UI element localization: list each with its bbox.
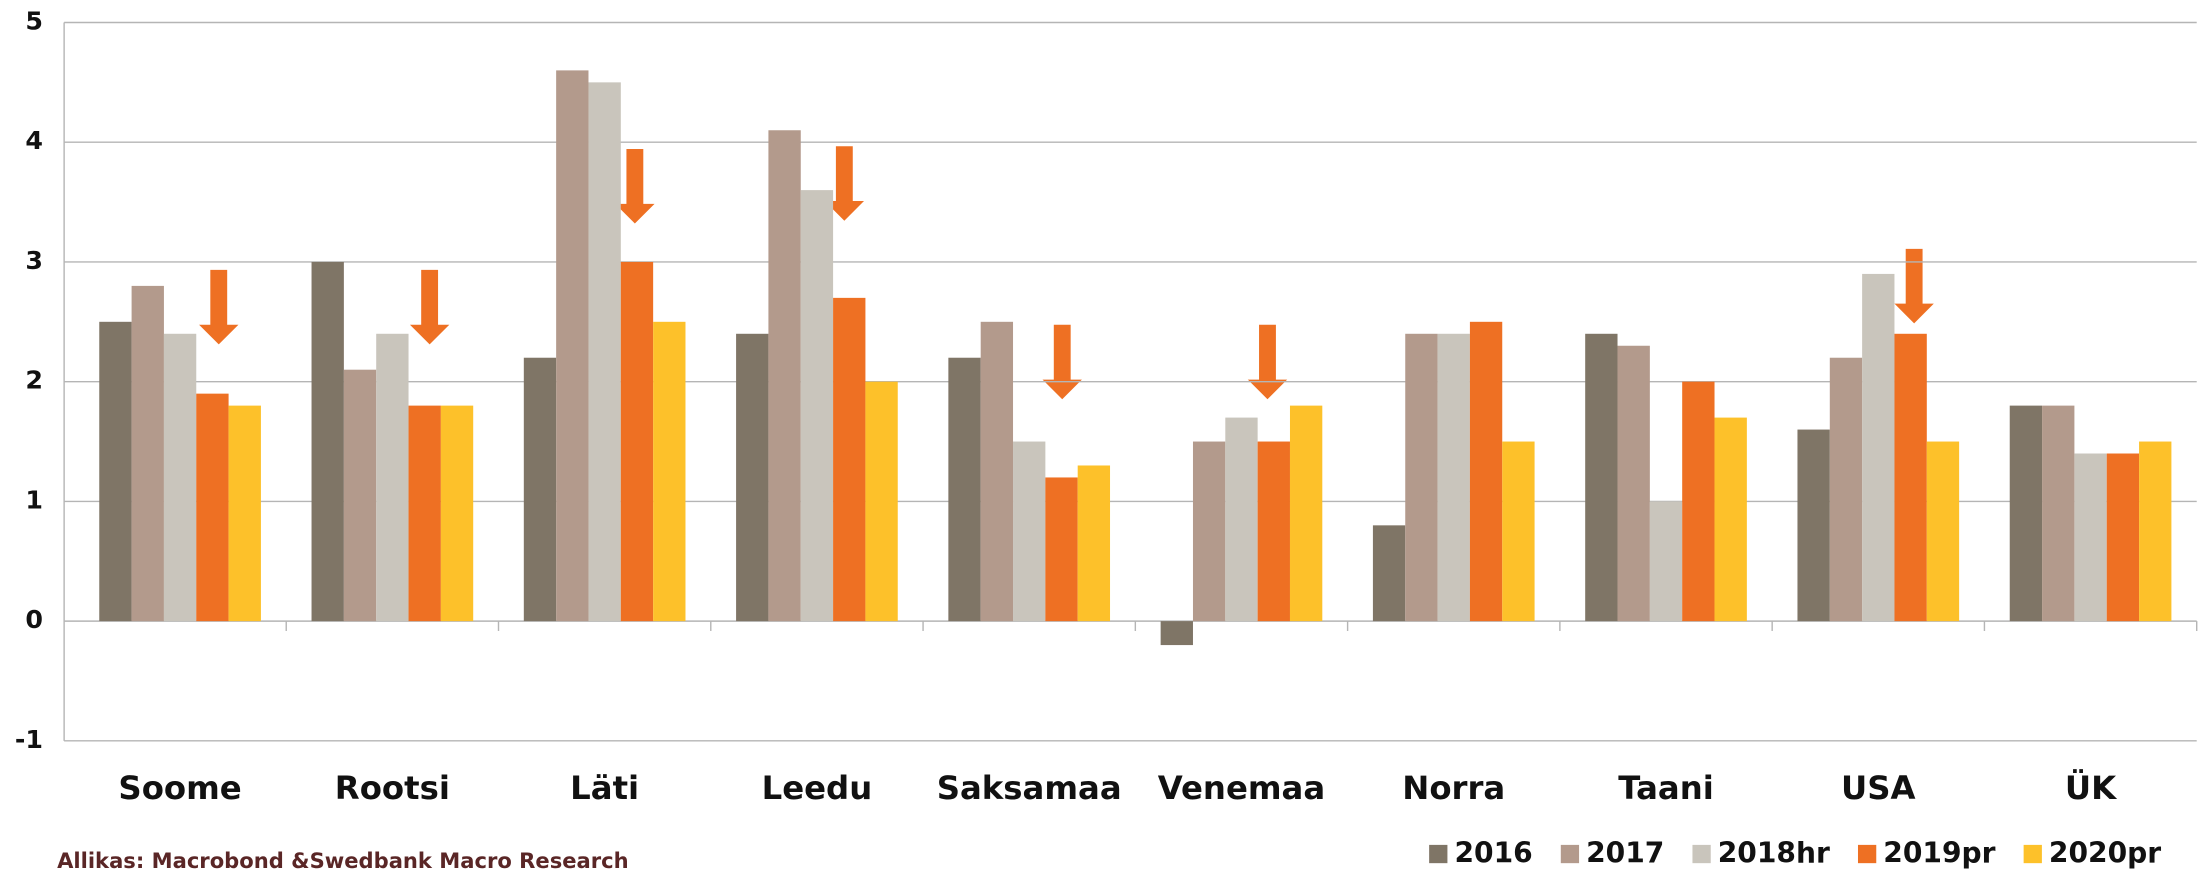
x-tick-label: ÜK — [2065, 769, 2118, 807]
legend-label: 2019pr — [1883, 837, 1995, 870]
bar — [1013, 441, 1046, 622]
y-tick-label: 2 — [25, 366, 43, 395]
bar — [1714, 417, 1747, 622]
arrow — [409, 269, 450, 345]
bar — [1045, 477, 1078, 622]
x-tick-label: Leedu — [762, 769, 873, 807]
x-tick-label: Venemaa — [1158, 769, 1325, 807]
x-tick-label: USA — [1841, 769, 1916, 807]
bar — [1617, 345, 1650, 622]
bar — [1469, 321, 1503, 622]
y-tick-label: 5 — [25, 6, 43, 35]
bar — [1894, 333, 1927, 622]
bar — [2009, 405, 2043, 622]
bar — [1502, 441, 1535, 622]
y-tick-label: 0 — [25, 605, 43, 634]
bar — [343, 369, 377, 622]
bar — [1437, 333, 1470, 622]
legend-label: 2016 — [1454, 837, 1532, 870]
x-tick-label: Rootsi — [335, 769, 450, 807]
bar — [865, 381, 898, 622]
bar — [1797, 429, 1830, 622]
bar — [2106, 453, 2140, 622]
bar — [163, 333, 197, 622]
arrow — [615, 149, 655, 224]
bar — [1682, 381, 1715, 622]
source-note: Allikas: Macrobond &Swedbank Macro Resea… — [57, 848, 629, 873]
bar — [408, 405, 441, 622]
arrow — [1247, 324, 1288, 400]
bar — [980, 321, 1014, 622]
bar — [736, 333, 769, 622]
legend-swatch — [1560, 844, 1580, 864]
legend-swatch — [1429, 844, 1448, 864]
x-tick-label: Soome — [118, 769, 241, 807]
legend-label: 2017 — [1586, 837, 1664, 870]
x-tick-label: Saksamaa — [937, 769, 1122, 807]
arrow — [824, 146, 865, 221]
bar — [99, 321, 132, 622]
legend-swatch — [2023, 844, 2042, 864]
bar — [1160, 621, 1193, 646]
bar — [131, 285, 164, 622]
x-tick-label: Norra — [1402, 769, 1505, 807]
bar — [1192, 441, 1226, 622]
arrow — [199, 269, 239, 345]
y-tick-label: -1 — [15, 725, 43, 754]
legend-label: 2018hr — [1718, 837, 1830, 870]
bar — [196, 393, 229, 622]
bar — [228, 405, 261, 622]
bar — [1862, 273, 1895, 622]
arrow — [1042, 324, 1082, 400]
bar — [768, 130, 801, 622]
bar — [1257, 441, 1290, 622]
bar — [523, 357, 557, 622]
arrow — [1894, 248, 1934, 324]
bar — [1372, 525, 1406, 622]
bar — [653, 321, 686, 622]
bar — [833, 297, 866, 622]
bar — [620, 261, 654, 622]
bar — [2139, 441, 2172, 622]
bar — [1585, 333, 1618, 622]
legend-label: 2020pr — [2049, 837, 2161, 870]
legend: 2016 2017 2018hr 2019pr 2020pr — [1429, 837, 2161, 870]
bar — [800, 190, 834, 622]
bar — [1405, 333, 1438, 622]
bar — [1225, 417, 1258, 622]
bar — [376, 333, 409, 622]
bar — [440, 405, 474, 622]
revision-arrows — [199, 146, 1934, 400]
bar — [588, 82, 621, 622]
legend-swatch — [1857, 844, 1877, 864]
y-tick-label: 4 — [25, 126, 43, 155]
bar — [2042, 405, 2075, 622]
y-tick-label: 1 — [25, 485, 43, 514]
bar — [948, 357, 981, 622]
bar — [2074, 453, 2107, 622]
bar — [1926, 441, 1960, 622]
bar — [1649, 501, 1683, 622]
legend-swatch — [1692, 844, 1711, 864]
x-tick-label: Läti — [570, 769, 639, 807]
x-tick-label: Taani — [1618, 769, 1714, 807]
y-tick-label: 3 — [25, 246, 43, 275]
bar — [556, 70, 589, 622]
bar — [1829, 357, 1863, 622]
bar — [1289, 405, 1323, 622]
bar — [1077, 465, 1111, 622]
bar — [311, 261, 344, 622]
